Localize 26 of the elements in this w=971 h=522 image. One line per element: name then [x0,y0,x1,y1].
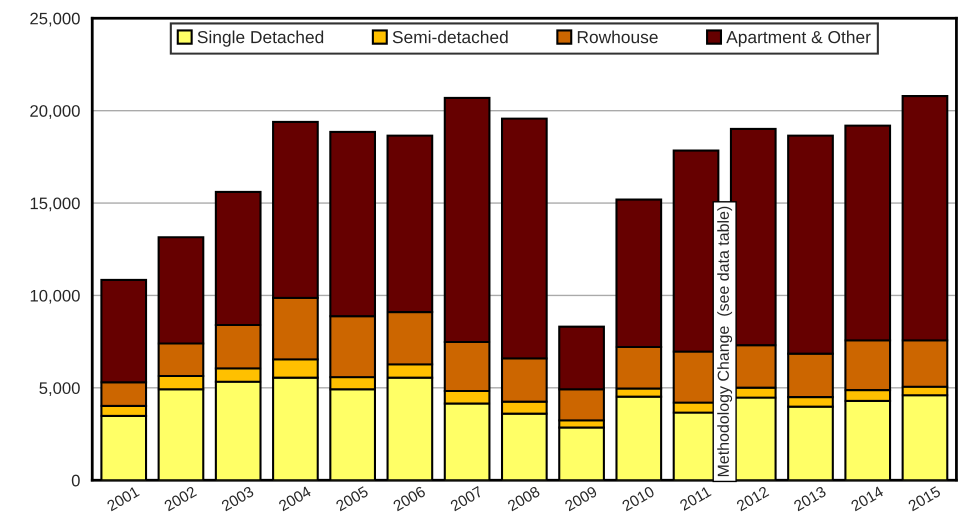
y-tick-label: 0 [72,474,80,486]
x-tick-label: 2004 [278,486,312,512]
y-tick-label: 25,000 [30,12,80,26]
x-tick-label: 2007 [450,486,484,512]
legend-label: Semi-detached [392,30,508,44]
x-tick-label: 2009 [564,486,598,512]
legend-label: Apartment & Other [726,30,871,47]
x-tick-label: 2013 [793,486,827,512]
x-tick-label: 2011 [679,486,712,511]
x-tick-label: 2006 [392,486,426,512]
legend-label: Single Detached [198,30,324,47]
x-tick-label: 2005 [335,486,369,512]
x-tick-label: 2008 [506,486,541,512]
y-tick-label: 15,000 [30,197,80,212]
x-tick-label: 2002 [164,486,198,512]
x-tick-label: 2003 [220,486,254,512]
y-tick-label: 20,000 [30,105,80,119]
annotation: Methodology Change (see data table) [717,206,732,476]
legend-label: Rowhouse [578,30,658,44]
x-tick-label: 2014 [850,486,884,512]
x-tick-label: 2015 [908,486,942,512]
x-tick-label: 2010 [621,486,656,512]
x-tick-label: 2012 [736,486,770,512]
y-tick-label: 5,000 [39,382,80,396]
y-tick-label: 10,000 [30,290,80,304]
x-tick-label: 2001 [106,486,140,512]
